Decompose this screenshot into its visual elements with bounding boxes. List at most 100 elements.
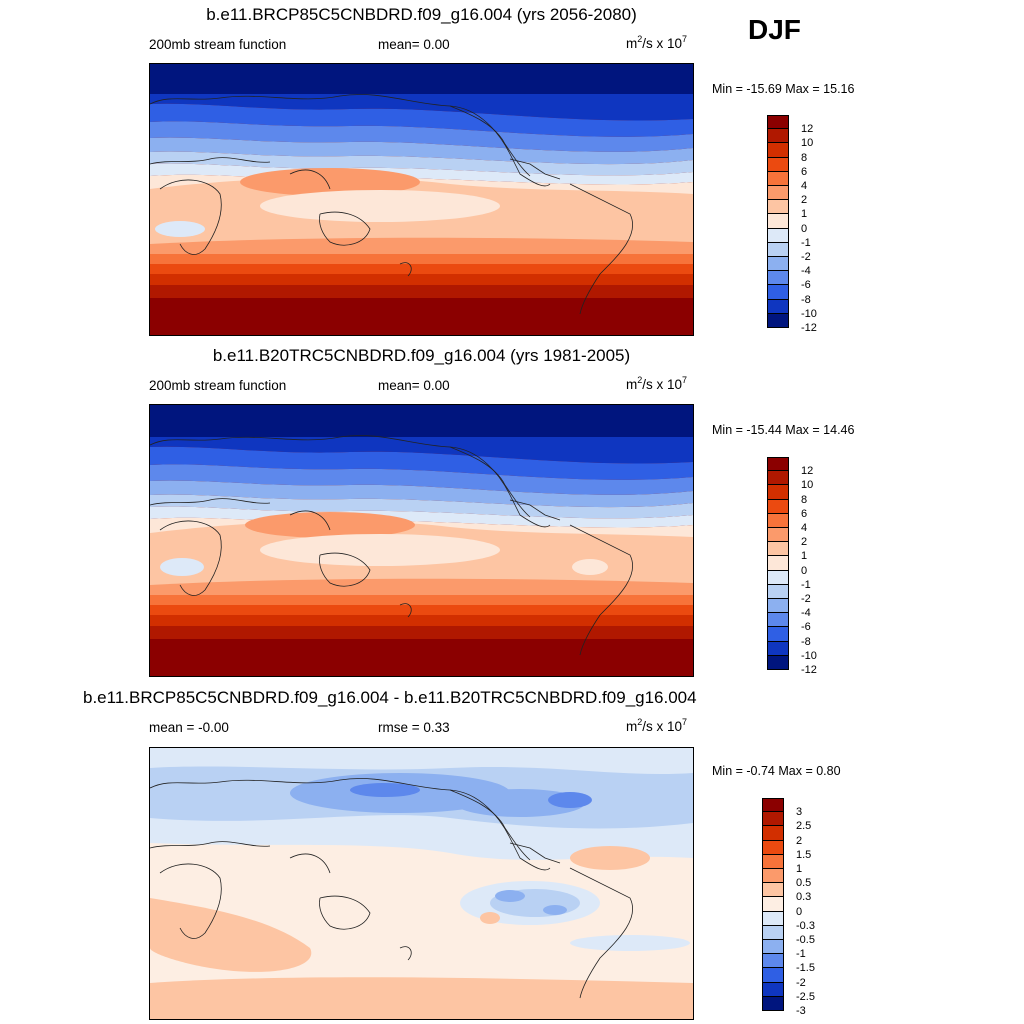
colorbar-swatch xyxy=(767,214,789,229)
panel-2-title: b.e11.B20TRC5CNBDRD.f09_g16.004 (yrs 198… xyxy=(212,346,631,365)
colorbar-swatch xyxy=(762,854,784,869)
colorbar-swatch xyxy=(762,826,784,841)
colorbar-swatch xyxy=(762,798,784,813)
colorbar-swatch xyxy=(767,599,789,614)
colorbar-tick-label: -8 xyxy=(801,293,811,306)
colorbar-tick-label: -2 xyxy=(801,251,811,263)
colorbar-swatch xyxy=(767,513,789,528)
panel-3-colorbar: 3 2.5 2 1.5 1 0.5 0.3 0 -0.3 -0.5 -1 -1.5 -2 -2.5 -3 xyxy=(762,798,822,1017)
panel-1-mean-label: mean= 0.00 xyxy=(378,37,450,52)
colorbar-swatch xyxy=(767,257,789,272)
colorbar-tick-label: 3 xyxy=(796,806,803,819)
colorbar-tick-label: -1.5 xyxy=(796,962,815,975)
colorbar-swatch xyxy=(767,556,789,571)
panel-3-units-label: m2/s x 107 xyxy=(626,717,688,734)
colorbar-swatch xyxy=(767,528,789,543)
colorbar-swatch xyxy=(762,812,784,827)
panel-2-colorbar-frame xyxy=(767,457,789,670)
colorbar-tick-label: -4 xyxy=(801,265,811,278)
colorbar-tick-label: 2 xyxy=(801,536,808,549)
colorbar-tick-label: -10 xyxy=(801,307,817,320)
colorbar-swatch xyxy=(762,883,784,898)
colorbar-swatch xyxy=(762,940,784,955)
colorbar-swatch xyxy=(762,954,784,969)
colorbar-tick-label: 4 xyxy=(801,522,808,534)
colorbar-tick-label: 0.3 xyxy=(796,891,812,904)
panel-3-rmse-label: rmse = 0.33 xyxy=(378,720,450,735)
colorbar-tick-label: 0 xyxy=(801,222,808,235)
colorbar-tick-label: -0.5 xyxy=(796,934,815,946)
colorbar-tick-label: 2 xyxy=(801,194,808,207)
colorbar-swatch xyxy=(762,840,784,855)
colorbar-swatch xyxy=(767,271,789,286)
panel-1-colorbar: 12 10 8 6 4 2 1 0 -1 -2 -4 -6 -8 -10 -12 xyxy=(767,115,827,334)
colorbar-swatch xyxy=(767,115,789,130)
panel-3-colorbar-frame xyxy=(762,798,784,1011)
colorbar-tick-label: 1 xyxy=(796,863,803,875)
colorbar-tick-label: -2.5 xyxy=(796,990,815,1003)
colorbar-tick-label: -10 xyxy=(801,649,817,662)
colorbar-tick-label: 1.5 xyxy=(796,848,812,861)
colorbar-swatch xyxy=(767,542,789,557)
colorbar-swatch xyxy=(762,925,784,940)
panel-1-units-label: m2/s x 107 xyxy=(626,34,688,51)
colorbar-tick-label: 1 xyxy=(801,550,808,563)
colorbar-swatch xyxy=(767,499,789,514)
colorbar-tick-label: 6 xyxy=(801,507,808,520)
colorbar-tick-label: 0 xyxy=(801,564,808,577)
panel-2-field xyxy=(150,405,693,676)
colorbar-tick-label: -6 xyxy=(801,621,811,634)
colorbar-tick-label: -2 xyxy=(801,593,811,605)
colorbar-tick-label: 10 xyxy=(801,479,814,492)
panel-3-title: b.e11.BRCP85C5CNBDRD.f09_g16.004 - b.e11… xyxy=(83,688,697,707)
colorbar-swatch xyxy=(767,613,789,628)
colorbar-tick-label: -3 xyxy=(796,1005,806,1017)
colorbar-tick-label: -2 xyxy=(796,976,806,989)
colorbar-tick-label: 2 xyxy=(796,834,803,847)
season-label: DJF xyxy=(748,14,801,45)
colorbar-tick-label: -4 xyxy=(801,607,811,620)
panel-1-colorbar-frame xyxy=(767,115,789,328)
colorbar-tick-label: -1 xyxy=(801,578,811,591)
colorbar-tick-label: 0.5 xyxy=(796,877,812,890)
panel-1-minmax: Min = -15.69 Max = 15.16 xyxy=(712,82,855,96)
colorbar-tick-label: -1 xyxy=(801,236,811,249)
colorbar-tick-label: -1 xyxy=(796,948,806,961)
panel-2-map xyxy=(149,404,694,677)
colorbar-swatch xyxy=(767,485,789,500)
panel-1-field xyxy=(150,64,693,335)
colorbar-swatch xyxy=(767,285,789,300)
colorbar-swatch xyxy=(767,129,789,144)
colorbar-swatch xyxy=(767,584,789,599)
colorbar-swatch xyxy=(767,200,789,215)
colorbar-tick-label: 2.5 xyxy=(796,820,812,833)
colorbar-swatch xyxy=(767,228,789,243)
colorbar-swatch xyxy=(762,968,784,983)
colorbar-swatch xyxy=(767,242,789,257)
colorbar-swatch xyxy=(767,299,789,314)
colorbar-tick-label: -8 xyxy=(801,635,811,648)
colorbar-tick-label: 1 xyxy=(801,208,808,221)
panel-2-units-label: m2/s x 107 xyxy=(626,375,688,392)
panel-3-mean-label: mean = -0.00 xyxy=(149,720,229,735)
colorbar-swatch xyxy=(767,186,789,201)
colorbar-tick-label: -12 xyxy=(801,322,817,334)
colorbar-tick-label: 12 xyxy=(801,465,814,478)
colorbar-tick-label: 8 xyxy=(801,151,808,164)
colorbar-swatch xyxy=(762,982,784,997)
colorbar-swatch xyxy=(767,171,789,186)
panel-2-variable-label: 200mb stream function xyxy=(149,378,287,393)
panel-3-field xyxy=(150,748,693,1019)
panel-2-minmax: Min = -15.44 Max = 14.46 xyxy=(712,423,855,437)
colorbar-tick-label: -6 xyxy=(801,279,811,292)
colorbar-tick-label: 4 xyxy=(801,180,808,192)
colorbar-tick-label: 8 xyxy=(801,493,808,506)
colorbar-tick-label: 10 xyxy=(801,137,814,150)
colorbar-swatch xyxy=(762,897,784,912)
colorbar-tick-label: -0.3 xyxy=(796,919,815,932)
colorbar-tick-label: 6 xyxy=(801,165,808,178)
panel-1-variable-label: 200mb stream function xyxy=(149,37,287,52)
colorbar-swatch xyxy=(762,911,784,926)
colorbar-tick-label: 12 xyxy=(801,123,814,136)
panel-2-mean-label: mean= 0.00 xyxy=(378,378,450,393)
